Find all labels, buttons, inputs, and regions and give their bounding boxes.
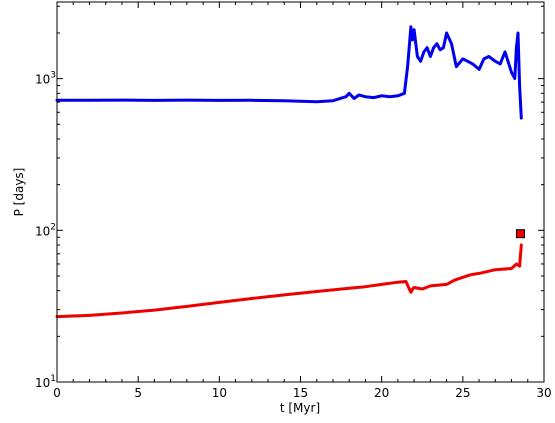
x-tick-label: 10	[212, 386, 227, 400]
x-tick-label: 25	[455, 386, 470, 400]
plot-frame	[56, 1, 545, 383]
axis-ticks: 0 5 10 15 20 25 30 101 102 103	[35, 2, 552, 400]
end-marker	[515, 229, 525, 239]
x-tick-label: 0	[53, 386, 61, 400]
x-tick-label: 15	[293, 386, 308, 400]
y-tick-label: 103	[35, 71, 56, 87]
x-tick-label: 5	[134, 386, 142, 400]
x-axis-label: t [Myr]	[280, 401, 320, 415]
x-tick-label: 30	[536, 386, 551, 400]
y-axis-label: P [days]	[12, 168, 26, 217]
y-tick-label: 101	[35, 374, 56, 390]
series-line-2	[55, 243, 523, 319]
plot-area	[55, 25, 525, 319]
x-tick-label: 20	[374, 386, 389, 400]
series-line-1	[55, 25, 523, 120]
y-tick-label: 102	[35, 222, 56, 238]
